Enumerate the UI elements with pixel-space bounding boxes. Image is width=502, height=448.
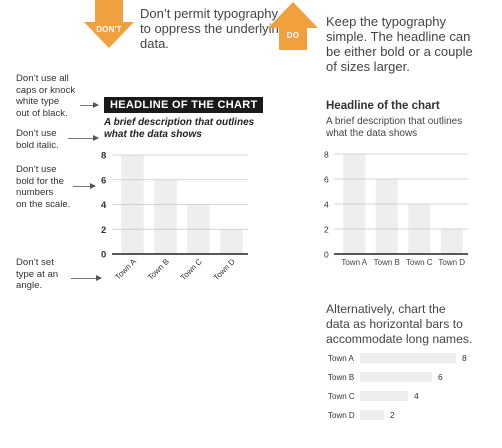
dont-arrow-badge: DON'T [84,0,134,48]
x-tick-label: Town C [179,257,204,282]
bar [360,372,432,382]
do-chart-subhead: A brief description that outlines what t… [326,116,462,139]
value-label: 6 [438,372,443,382]
category-label: Town A [328,354,354,363]
dont-intro-line: data. [140,36,286,51]
y-tick-label: 0 [324,250,329,260]
up-arrow-icon [268,2,318,50]
y-tick-label: 2 [324,225,329,235]
dont-intro-line: Don’t permit typography [140,6,286,21]
bar [154,180,176,254]
note-line: numbers [16,187,70,199]
note-pointer-arrow [73,186,95,187]
y-tick-label: 2 [101,225,106,236]
alt-text: Alternatively, chart the data as horizon… [326,302,472,347]
y-tick-label: 4 [324,200,329,210]
note-angle: Don’t set type at an angle. [16,257,58,292]
y-tick-label: 6 [101,175,106,186]
note-line: bold italic. [16,140,59,152]
down-arrow-icon [84,0,134,48]
do-intro-line: Keep the typography [326,14,473,29]
alt-text-line: accommodate long names. [326,332,472,347]
note-bold-numbers: Don’t use bold for the numbers on the sc… [16,164,70,210]
x-tick-label: Town D [438,258,465,267]
x-tick-label: Town B [146,257,171,282]
bar [220,229,242,254]
dont-intro-line: to oppress the underlying [140,21,286,36]
do-badge-label: DO [268,31,318,40]
note-line: caps or knock [16,85,75,97]
note-line: angle. [16,280,58,292]
y-tick-label: 8 [324,150,329,160]
y-tick-label: 8 [101,151,106,162]
category-label: Town C [328,392,355,401]
category-label: Town D [328,411,355,420]
do-chart-headline: Headline of the chart [326,100,440,112]
alt-text-line: Alternatively, chart the [326,302,472,317]
note-line: Don’t use [16,128,59,140]
dont-chart-subhead: A brief description that outlines what t… [104,117,254,140]
subhead-line: A brief description that outlines [104,117,254,129]
dont-badge-label: DON'T [84,25,134,34]
subhead-line: what the data shows [104,129,254,141]
bar [360,353,456,363]
x-tick-label: Town D [212,257,237,282]
category-label: Town B [328,373,354,382]
do-intro-line: be either bold or a couple [326,44,473,59]
dont-chart-headline: HEADLINE OF THE CHART [104,97,263,113]
note-pointer-arrow [80,105,98,106]
x-tick-label: Town C [406,258,433,267]
x-tick-label: Town A [341,258,367,267]
note-line: Don’t use [16,164,70,176]
note-line: out of black. [16,108,75,120]
y-tick-label: 4 [101,200,107,211]
do-intro-line: of sizes larger. [326,59,473,74]
bar [376,179,398,254]
note-caps: Don’t use all caps or knock white type o… [16,73,75,119]
note-line: on the scale. [16,199,70,211]
value-label: 2 [390,410,395,420]
note-line: Don’t use all [16,73,75,85]
dont-intro: Don’t permit typography to oppress the u… [140,6,286,51]
do-bar-chart: 0 2 4 6 8 Town A Town B Town C Town D [318,142,478,272]
note-line: white type [16,96,75,108]
bar [441,229,463,254]
note-line: type at an [16,269,58,281]
bar [360,391,408,401]
do-intro-line: simple. The headline can [326,29,473,44]
bar [360,410,384,420]
do-horizontal-bar-chart: Town A 8 Town B 6 Town C 4 Town D 2 [318,347,488,425]
alt-text-line: data as horizontal bars to [326,317,472,332]
note-bold-italic: Don’t use bold italic. [16,128,59,151]
do-arrow-badge: DO [268,2,318,50]
subhead-line: A brief description that outlines [326,116,462,128]
do-intro: Keep the typography simple. The headline… [326,14,473,74]
note-pointer-arrow [68,138,98,139]
dont-bar-chart: 0 2 4 6 8 Town A Town B Town C Town D [96,142,256,292]
note-line: bold for the [16,176,70,188]
y-tick-label: 0 [101,250,106,261]
note-line: Don’t set [16,257,58,269]
x-tick-label: Town A [113,257,138,282]
value-label: 4 [414,391,419,401]
value-label: 8 [462,353,467,363]
subhead-line: what the data shows [326,128,462,140]
x-tick-label: Town B [374,258,400,267]
y-tick-label: 6 [324,175,329,185]
